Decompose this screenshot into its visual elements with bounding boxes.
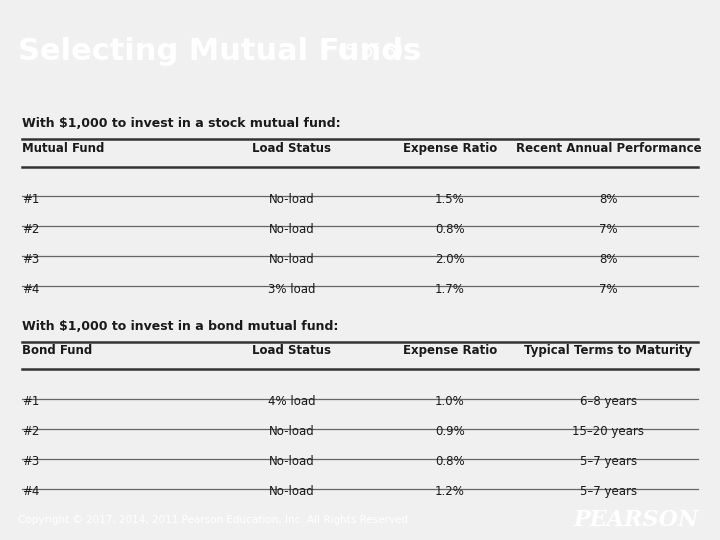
Text: No-load: No-load [269, 455, 315, 468]
Text: 5–7 years: 5–7 years [580, 485, 637, 498]
Text: 0.8%: 0.8% [435, 455, 465, 468]
Text: 3% load: 3% load [268, 282, 315, 296]
Text: Expense Ratio: Expense Ratio [403, 345, 497, 357]
Text: No-load: No-load [269, 223, 315, 236]
Text: 8%: 8% [599, 193, 618, 206]
Text: #4: #4 [22, 485, 39, 498]
Text: Selecting Mutual Funds: Selecting Mutual Funds [18, 37, 421, 66]
Text: With $1,000 to invest in a bond mutual fund:: With $1,000 to invest in a bond mutual f… [22, 320, 338, 333]
Text: Load Status: Load Status [252, 142, 331, 155]
Text: 7%: 7% [599, 282, 618, 296]
Text: 2.0%: 2.0% [435, 253, 465, 266]
Text: Bond Fund: Bond Fund [22, 345, 92, 357]
Text: No-load: No-load [269, 485, 315, 498]
Text: 0.9%: 0.9% [435, 426, 465, 438]
Text: 8%: 8% [599, 253, 618, 266]
Text: No-load: No-load [269, 193, 315, 206]
Text: Expense Ratio: Expense Ratio [403, 142, 497, 155]
Text: No-load: No-load [269, 253, 315, 266]
Text: 4% load: 4% load [268, 395, 315, 408]
Text: (5 of 5): (5 of 5) [332, 43, 403, 61]
Text: 1.0%: 1.0% [435, 395, 465, 408]
Text: #2: #2 [22, 426, 39, 438]
Text: PEARSON: PEARSON [573, 509, 698, 531]
Text: #3: #3 [22, 455, 39, 468]
Text: Load Status: Load Status [252, 345, 331, 357]
Text: 6–8 years: 6–8 years [580, 395, 637, 408]
Text: Typical Terms to Maturity: Typical Terms to Maturity [524, 345, 693, 357]
Text: No-load: No-load [269, 426, 315, 438]
Text: #1: #1 [22, 193, 39, 206]
Text: 1.2%: 1.2% [435, 485, 465, 498]
Text: Mutual Fund: Mutual Fund [22, 142, 104, 155]
Text: 0.8%: 0.8% [435, 223, 465, 236]
Text: #2: #2 [22, 223, 39, 236]
Text: 1.7%: 1.7% [435, 282, 465, 296]
Text: 7%: 7% [599, 223, 618, 236]
Text: With $1,000 to invest in a stock mutual fund:: With $1,000 to invest in a stock mutual … [22, 117, 341, 130]
Text: Copyright © 2017, 2014, 2011 Pearson Education, Inc. All Rights Reserved: Copyright © 2017, 2014, 2011 Pearson Edu… [18, 515, 408, 525]
Text: 5–7 years: 5–7 years [580, 455, 637, 468]
Text: 1.5%: 1.5% [435, 193, 465, 206]
Text: #3: #3 [22, 253, 39, 266]
Text: #1: #1 [22, 395, 39, 408]
Text: Recent Annual Performance: Recent Annual Performance [516, 142, 701, 155]
Text: 15–20 years: 15–20 years [572, 426, 644, 438]
Text: #4: #4 [22, 282, 39, 296]
